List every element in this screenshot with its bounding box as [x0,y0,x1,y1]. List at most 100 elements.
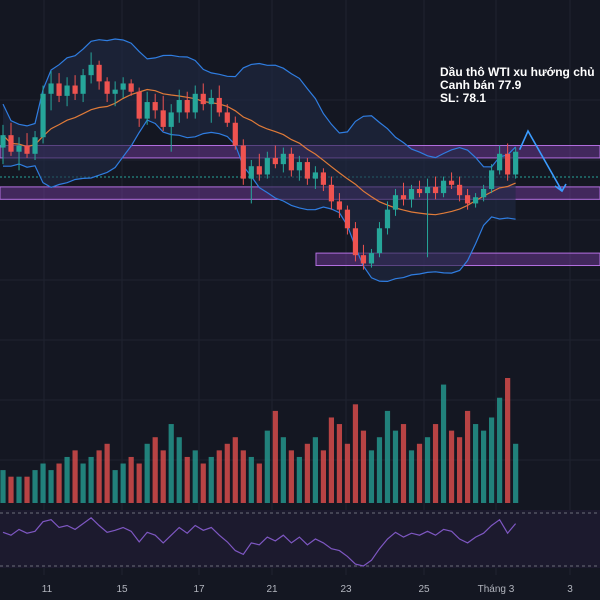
candle-body [513,151,519,175]
annotation-line-1: Dầu thô WTI xu hướng chủ [440,65,595,79]
candle-body [96,64,102,82]
lower-band [3,119,516,283]
candle-body [344,209,351,229]
volume-bar [160,450,166,503]
x-tick-label: 15 [116,584,128,595]
candle-body [232,122,238,146]
candle-body [392,195,399,210]
volume-bar [424,437,431,503]
volume-bar [360,430,367,503]
volume-bar [481,430,487,503]
candle-body [304,162,310,179]
volume-bar [0,470,6,503]
volume-bar [432,424,439,503]
candle-body [160,110,166,127]
volume-bar [88,456,94,503]
forecast-arrowhead [554,183,567,193]
x-tick-label: 17 [193,584,205,595]
volume-bar [168,424,174,503]
candle-body [208,97,214,105]
volume-bar [72,450,78,503]
candle-body [0,135,6,148]
volume-bar [64,456,70,503]
volume-bar [40,463,46,503]
candle-body [408,188,415,200]
volume-bar [288,450,294,503]
volume-bar [120,463,126,503]
volume-bar [80,463,86,503]
volume-bar [16,476,22,503]
candle-body [376,228,383,254]
volume-bar [392,430,399,503]
volume-bar [320,450,326,503]
volume-bar [384,410,391,503]
candle-body [8,135,14,152]
candle-body [72,85,78,94]
x-tick-label: 21 [266,584,278,595]
volume-bar [272,410,278,503]
x-tick-label: Tháng 3 [478,584,515,595]
candle-body [481,188,487,198]
candle-body [168,112,174,127]
volume-bar [336,424,343,503]
candle-body [88,64,94,76]
volume-bar [104,443,110,503]
candle-body [144,102,150,119]
candle-body [16,145,22,152]
candle-body [497,153,503,171]
candle-body [472,197,479,204]
candle-body [280,153,286,165]
volume-bars [0,378,519,503]
volume-bar [208,456,214,503]
volume-bar [448,430,455,503]
candle-body [320,172,326,185]
candle-body [128,83,134,92]
candle-body [24,145,30,154]
candle-body [328,184,335,202]
candle-body [32,137,38,154]
volume-bar [48,470,54,503]
upper-band [2,38,517,168]
candle-body [352,228,359,256]
volume-bar [128,456,134,503]
volume-bar [8,476,14,503]
volume-bar [112,470,118,503]
volume-bar [224,443,230,503]
volume-bar [400,424,407,503]
volume-bar [489,417,495,503]
candle-body [184,100,190,113]
volume-bar [176,437,182,503]
volume-bar [352,404,359,503]
candle-body [489,170,495,189]
volume-bar [24,476,30,503]
candle-body [112,89,118,94]
candle-body [400,195,407,200]
volume-bar [280,437,286,503]
rsi-path [2,517,517,567]
candle-body [456,184,463,196]
forecast-path [518,129,563,192]
candle-body [464,195,471,204]
volume-bar [440,384,447,503]
volume-bar [344,443,351,503]
candle-body [264,157,270,175]
candle-body [360,255,367,264]
candle-body [152,102,158,111]
candle-body [192,93,198,113]
volume-bar [216,450,222,503]
volume-bar [200,463,206,503]
candle-body [104,81,110,94]
rsi-line [2,517,517,567]
x-tick-label: 23 [340,584,352,595]
volume-bar [456,437,463,503]
candle-body [216,97,222,113]
volume-bar [328,417,335,503]
candle-body [440,180,447,194]
candlesticks [0,52,519,270]
volume-bar [232,437,238,503]
volume-bar [497,397,503,503]
volume-bar [464,410,471,503]
candle-body [120,83,126,90]
candle-body [432,186,439,194]
